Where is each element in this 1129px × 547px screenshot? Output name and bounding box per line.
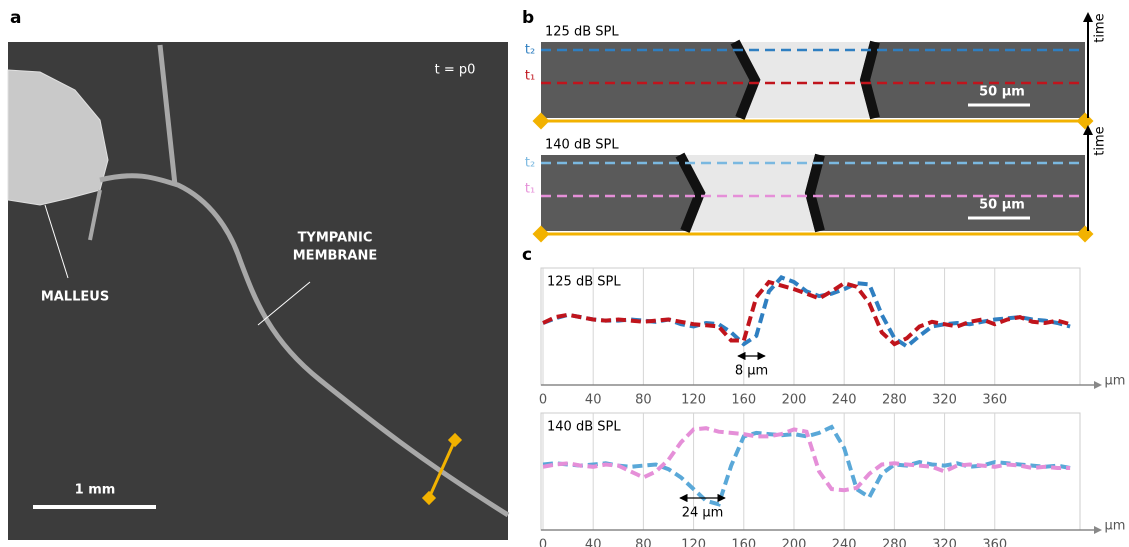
x-tick-label: 240 [832,393,857,408]
x-tick-label: 320 [932,393,957,408]
x-tick-label: 360 [982,393,1007,408]
series-line [543,277,1070,346]
membrane-label: MEMBRANE [293,249,378,264]
scale-label: 1 mm [75,483,116,498]
x-tick-label: 200 [782,538,807,547]
plot-title: 125 dB SPL [547,275,621,290]
arrow [1094,526,1102,534]
time-label: t = p0 [435,63,476,78]
x-tick-label: 120 [681,393,706,408]
x-tick-label: 160 [731,393,756,408]
x-tick-label: 200 [782,393,807,408]
x-tick-label: 160 [731,538,756,547]
panel-label: c [522,245,532,265]
malleus-label: MALLEUS [41,290,109,305]
plot-title: 140 dB SPL [547,420,621,435]
t1-label: t₁ [525,182,535,197]
x-tick-label: 280 [882,538,907,547]
x-unit: µm [1105,374,1126,389]
time-label: time [1093,126,1108,155]
kymo-title: 125 dB SPL [545,25,619,40]
x-tick-label: 40 [585,393,602,408]
page: a t = p0 MALLEUS TYMPANIC MEMBRANE 1 mm … [0,0,1129,547]
x-tick-label: 360 [982,538,1007,547]
time-label: time [1093,13,1108,42]
x-tick-label: 240 [832,538,857,547]
kymo-title: 140 dB SPL [545,138,619,153]
panel-label: b [522,8,534,28]
x-tick-label: 0 [539,393,547,408]
series-line [543,428,1070,490]
annotation: 24 µm [682,506,724,521]
scale-label: 50 µm [979,85,1025,100]
x-tick-label: 280 [882,393,907,408]
x-tick-label: 320 [932,538,957,547]
arrow [1094,381,1102,389]
scale-label: 50 µm [979,198,1025,213]
x-tick-label: 120 [681,538,706,547]
membrane-label: TYMPANIC [298,231,373,246]
annotation: 8 µm [735,364,768,379]
x-tick-label: 0 [539,538,547,547]
x-tick-label: 80 [635,538,652,547]
t2-label: t₂ [525,156,535,171]
x-unit: µm [1105,519,1126,534]
t1-label: t₁ [525,69,535,84]
figure: a t = p0 MALLEUS TYMPANIC MEMBRANE 1 mm … [0,0,1129,547]
t2-label: t₂ [525,43,535,58]
x-tick-label: 80 [635,393,652,408]
plot-frame [541,268,1080,385]
plot-frame [541,413,1080,530]
x-tick-label: 40 [585,538,602,547]
panel-label: a [10,8,21,28]
arrow [1083,12,1093,22]
